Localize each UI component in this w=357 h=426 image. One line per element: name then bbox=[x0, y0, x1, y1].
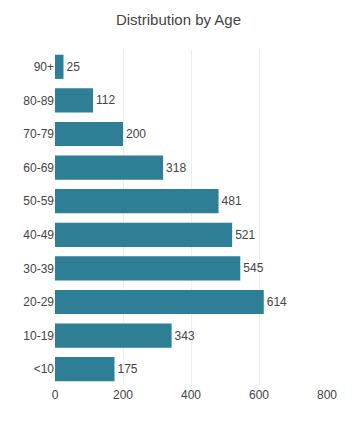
svg-text:50-59: 50-59 bbox=[23, 194, 54, 208]
svg-text:614: 614 bbox=[267, 295, 287, 309]
svg-text:521: 521 bbox=[235, 228, 255, 242]
svg-text:25: 25 bbox=[67, 60, 81, 74]
svg-text:343: 343 bbox=[175, 329, 195, 343]
svg-text:60-69: 60-69 bbox=[23, 161, 54, 175]
svg-text:20-29: 20-29 bbox=[23, 295, 54, 309]
svg-text:800: 800 bbox=[317, 388, 337, 402]
svg-text:200: 200 bbox=[113, 388, 133, 402]
svg-text:<10: <10 bbox=[34, 362, 55, 376]
svg-text:600: 600 bbox=[249, 388, 269, 402]
svg-text:40-49: 40-49 bbox=[23, 228, 54, 242]
svg-text:400: 400 bbox=[181, 388, 201, 402]
svg-text:0: 0 bbox=[52, 388, 59, 402]
svg-text:112: 112 bbox=[96, 93, 115, 107]
svg-text:481: 481 bbox=[222, 194, 242, 208]
svg-text:545: 545 bbox=[243, 261, 263, 275]
svg-text:10-19: 10-19 bbox=[23, 329, 54, 343]
svg-text:Distribution by Age: Distribution by Age bbox=[116, 11, 241, 28]
svg-text:200: 200 bbox=[126, 127, 146, 141]
svg-text:30-39: 30-39 bbox=[23, 262, 54, 276]
svg-text:90+: 90+ bbox=[34, 60, 54, 74]
svg-text:318: 318 bbox=[166, 161, 186, 175]
svg-text:80-89: 80-89 bbox=[23, 94, 54, 108]
svg-text:70-79: 70-79 bbox=[23, 127, 54, 141]
svg-text:175: 175 bbox=[118, 362, 138, 376]
